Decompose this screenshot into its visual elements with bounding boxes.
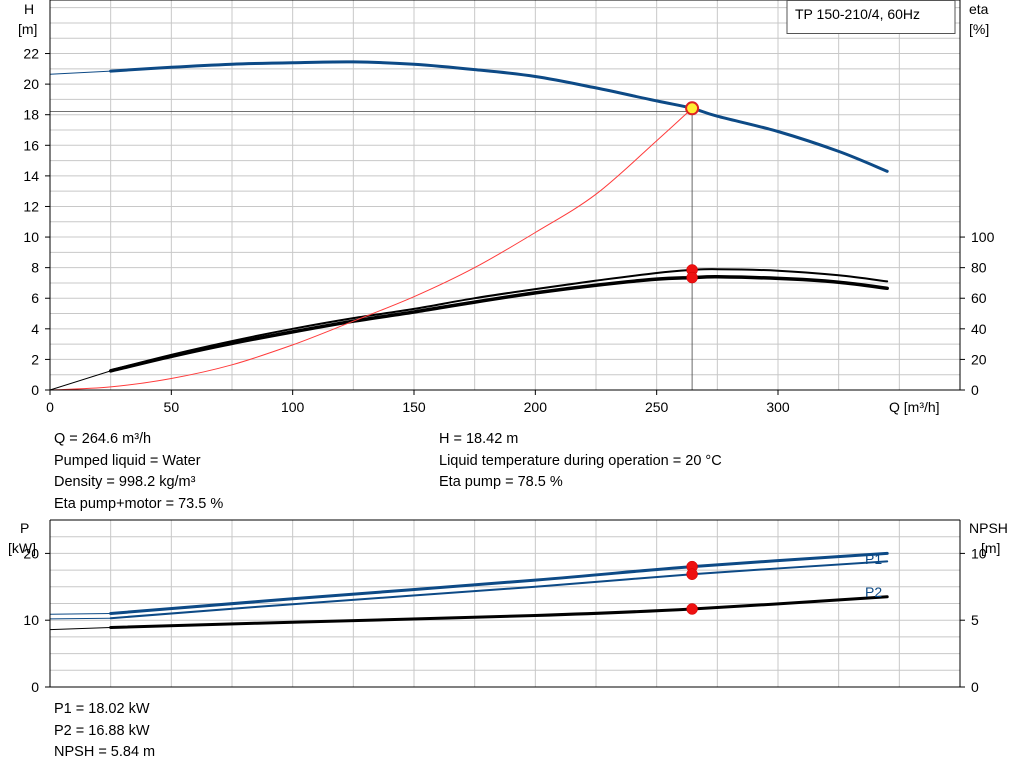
y-tick-label-left: 0 (31, 679, 39, 695)
info-liquid: Pumped liquid = Water (54, 452, 201, 469)
y-tick-label-right: 100 (971, 229, 995, 245)
info-p2: P2 = 16.88 kW (54, 722, 150, 739)
power-chart-axes: 0 10 20 0 5 10 (23, 519, 987, 695)
power-npsh-chart: 0 10 20 0 5 10 P [kW] NPSH [m] P1 P2 (8, 519, 1008, 695)
series-line (49, 627, 112, 631)
x-tick-label: 250 (645, 399, 669, 415)
p-axis-unit: [kW] (8, 540, 36, 556)
y-tick-label-right: 0 (971, 679, 979, 695)
operating-info-left: Q = 264.6 m³/h Pumped liquid = Water Den… (54, 429, 223, 515)
x-tick-label: 0 (46, 399, 54, 415)
y-tick-label-left: 0 (31, 382, 39, 398)
head-chart-axes: 0 2 4 6 8 10 12 14 16 18 20 22 0 20 40 60 80 100 0 50 100 150… (23, 0, 995, 415)
series-line (109, 595, 889, 629)
info-temperature: Liquid temperature during operation = 20… (439, 452, 722, 469)
y-tick-label-left: 22 (23, 46, 39, 62)
series-line (109, 560, 889, 620)
series-line (109, 268, 889, 372)
y-tick-label-right: 0 (971, 382, 979, 398)
series-line (109, 60, 889, 173)
series-line (49, 70, 112, 75)
info-eta-pump: Eta pump = 78.5 % (439, 474, 563, 490)
y-tick-label-left: 6 (31, 290, 39, 306)
power-info: P1 = 18.02 kW P2 = 16.88 kW NPSH = 5.84 … (54, 699, 155, 764)
eta-axis-label: eta (969, 1, 989, 17)
y-tick-label-left: 16 (23, 137, 39, 153)
info-eta-pump-motor: Eta pump+motor = 73.5 % (54, 495, 224, 512)
series-line (109, 551, 889, 615)
series-line (49, 617, 112, 620)
q-axis-label: Q [m³/h] (889, 399, 940, 415)
series-label-p1: P1 (865, 551, 882, 567)
info-npsh: NPSH = 5.84 m (54, 744, 156, 760)
info-flow: Q = 264.6 m³/h (54, 431, 152, 447)
x-tick-label: 300 (766, 399, 790, 415)
series-line (49, 613, 112, 615)
title-box (786, 0, 956, 34)
operating-info-right: H = 18.42 m Liquid temperature during op… (439, 429, 722, 494)
y-tick-label-left: 2 (31, 351, 39, 367)
x-tick-label: 150 (402, 399, 426, 415)
head-chart-series (49, 60, 889, 391)
duty-point-marker (686, 603, 698, 615)
y-tick-label-right: 10 (971, 545, 987, 561)
y-tick-label-left: 12 (23, 198, 39, 214)
series-line (108, 275, 889, 373)
y-tick-label-right: 60 (971, 290, 987, 306)
y-tick-label-left: 20 (23, 545, 39, 561)
eta-axis-unit: [%] (969, 21, 989, 37)
y-tick-label-left: 14 (23, 168, 39, 184)
y-tick-label-left: 20 (23, 76, 39, 92)
head-chart-grid (50, 0, 960, 390)
series-line (49, 370, 112, 391)
duty-reference-lines (50, 111, 693, 390)
y-tick-label-left: 4 (31, 321, 39, 337)
info-head: H = 18.42 m (439, 431, 519, 447)
chart-title: TP 150-210/4, 60Hz (795, 6, 920, 22)
x-tick-label: 100 (281, 399, 305, 415)
duty-points (685, 101, 700, 284)
p-axis-label: P (20, 520, 29, 536)
power-duty-points (686, 560, 698, 615)
npsh-axis-label: NPSH (969, 520, 1008, 536)
info-p1: P1 = 18.02 kW (54, 701, 150, 717)
y-tick-label-left: 18 (23, 107, 39, 123)
x-tick-label: 200 (524, 399, 548, 415)
y-tick-label-right: 5 (971, 612, 979, 628)
power-chart-grid (50, 520, 960, 687)
series-line (49, 107, 693, 391)
duty-point-marker (686, 271, 698, 284)
head-efficiency-chart: 0 2 4 6 8 10 12 14 16 18 20 22 0 20 40 60 80 100 0 50 100 150… (18, 0, 995, 415)
h-axis-label: H (24, 1, 34, 17)
x-tick-label: 50 (164, 399, 180, 415)
y-tick-label-right: 40 (971, 321, 987, 337)
y-tick-label-right: 80 (971, 260, 987, 276)
power-chart-series (49, 551, 889, 631)
y-tick-label-right: 20 (971, 351, 987, 367)
y-tick-label-left: 8 (31, 260, 39, 276)
info-density: Density = 998.2 kg/m³ (54, 474, 196, 490)
duty-point-marker (685, 101, 700, 116)
duty-point-marker (686, 568, 698, 580)
y-tick-label-left: 10 (23, 229, 39, 245)
h-axis-unit: [m] (18, 21, 37, 37)
y-tick-label-left: 10 (23, 612, 39, 628)
npsh-axis-unit: [m] (981, 540, 1000, 556)
series-label-p2: P2 (865, 584, 882, 600)
